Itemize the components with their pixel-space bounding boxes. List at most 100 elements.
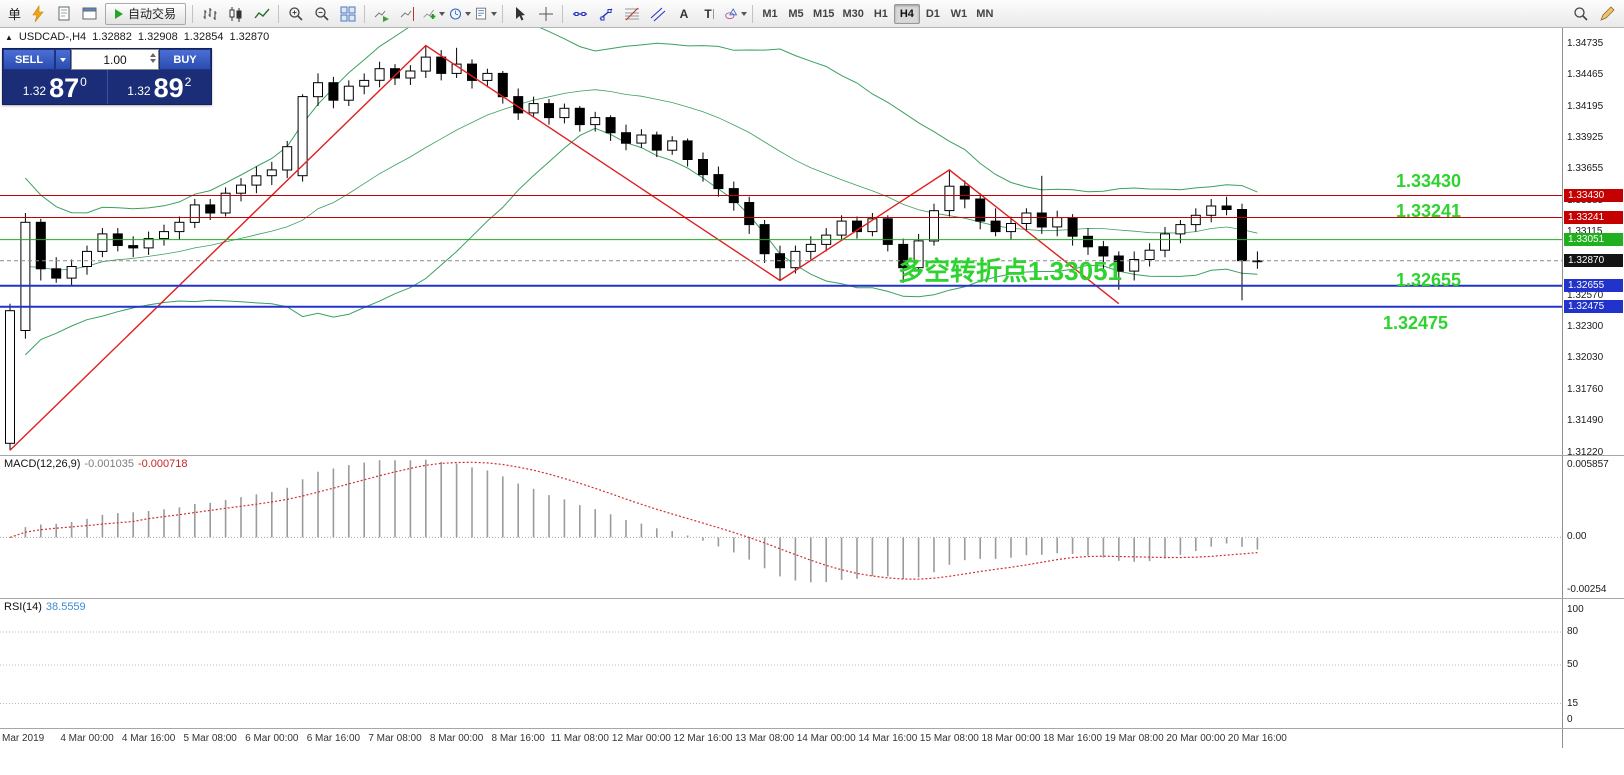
zoom-in-icon[interactable] xyxy=(283,3,308,25)
chart-shift-icon[interactable] xyxy=(395,3,420,25)
text-icon[interactable]: A xyxy=(671,3,696,25)
annotation-level-1.32655[interactable]: 1.32655 xyxy=(1396,270,1462,290)
timeframe-h1[interactable]: H1 xyxy=(868,4,894,24)
sell-price-small: 1.32 xyxy=(22,84,47,98)
timeframe-m5[interactable]: M5 xyxy=(783,4,809,24)
periods-icon[interactable] xyxy=(447,3,472,25)
chevron-down-icon xyxy=(439,11,446,16)
ohlc-high: 1.32908 xyxy=(137,31,178,43)
candle xyxy=(1252,251,1263,269)
volume-spinner[interactable] xyxy=(150,53,156,63)
timeframe-mn[interactable]: MN xyxy=(972,4,998,24)
spinner-up-icon[interactable] xyxy=(150,53,156,57)
channel-icon[interactable] xyxy=(645,3,670,25)
buy-price[interactable]: 1.32 89 2 xyxy=(108,70,212,104)
new-order-icon[interactable] xyxy=(51,3,76,25)
timeframe-m15[interactable]: M15 xyxy=(809,4,838,24)
templates-icon[interactable] xyxy=(473,3,498,25)
candlestick-chart-icon[interactable] xyxy=(223,3,248,25)
candle xyxy=(913,233,924,274)
candle xyxy=(1098,240,1109,269)
search-icon[interactable] xyxy=(1568,3,1593,25)
price-axis[interactable]: 1.347351.344651.341951.339251.336551.333… xyxy=(1562,28,1624,748)
annotation-level-1.33430[interactable]: 1.33430 xyxy=(1396,171,1462,191)
level-price-label: 1.33241 xyxy=(1564,211,1623,225)
price-chart-area[interactable] xyxy=(0,8,1562,455)
timeframe-h4[interactable]: H4 xyxy=(893,3,920,24)
price-tick: 1.33115 xyxy=(1567,226,1603,238)
timeframe-d1[interactable]: D1 xyxy=(920,4,946,24)
chart-info-bar: ▲ USDCAD-,H4 1.32882 1.32908 1.32854 1.3… xyxy=(5,31,269,43)
candle xyxy=(1144,243,1155,267)
panel-divider[interactable] xyxy=(0,598,1624,599)
candle xyxy=(35,218,46,281)
candle xyxy=(1083,228,1093,255)
time-label: 20 Mar 00:00 xyxy=(1166,733,1226,744)
panel-divider[interactable] xyxy=(0,455,1624,456)
line-chart-icon[interactable] xyxy=(249,3,274,25)
candle xyxy=(667,136,678,155)
zigzag-indicator-line[interactable] xyxy=(9,44,1120,451)
candle xyxy=(20,213,31,339)
macd-panel[interactable] xyxy=(0,455,1562,598)
candle xyxy=(343,80,354,106)
indicators-icon[interactable] xyxy=(421,3,446,25)
fibonacci-icon[interactable] xyxy=(619,3,644,25)
edit-icon[interactable] xyxy=(1594,3,1619,25)
rsi-axis-label: 0 xyxy=(1567,714,1573,725)
candle xyxy=(374,61,385,88)
autotrade-button[interactable]: 自动交易 xyxy=(105,2,187,25)
sell-button[interactable]: SELL xyxy=(3,49,55,70)
rsi-panel[interactable] xyxy=(0,598,1562,728)
candle xyxy=(929,203,939,246)
crosshair-icon[interactable] xyxy=(533,3,558,25)
label-icon[interactable]: T xyxy=(697,3,722,25)
trendline-icon[interactable] xyxy=(593,3,618,25)
spinner-down-icon[interactable] xyxy=(150,59,156,63)
tile-windows-icon[interactable] xyxy=(335,3,360,25)
timeframe-m30[interactable]: M30 xyxy=(838,4,867,24)
candle xyxy=(205,199,216,220)
trade-options-dropdown[interactable] xyxy=(55,49,71,70)
panel-divider[interactable] xyxy=(0,728,1624,729)
chevron-down-icon xyxy=(491,11,498,16)
time-label: 14 Mar 00:00 xyxy=(796,733,856,744)
annotation-level-1.32475[interactable]: 1.32475 xyxy=(1383,313,1449,333)
horizontal-line-icon[interactable] xyxy=(567,3,592,25)
level-price-label: 1.32655 xyxy=(1564,279,1623,293)
zoom-out-icon[interactable] xyxy=(309,3,334,25)
auto-scroll-icon[interactable] xyxy=(369,3,394,25)
timeframe-w1[interactable]: W1 xyxy=(946,4,972,24)
price-tick: 1.31490 xyxy=(1567,415,1604,427)
volume-input[interactable]: 1.00 xyxy=(71,49,159,70)
annotation-pivot-text[interactable]: 多空转折点1.33051 xyxy=(898,256,1122,286)
candle xyxy=(651,131,662,158)
candle xyxy=(713,166,724,197)
macd-axis-label: 0.005857 xyxy=(1567,459,1609,470)
candle xyxy=(1190,208,1201,232)
candle xyxy=(297,94,308,182)
bar-chart-icon[interactable] xyxy=(197,3,222,25)
candle xyxy=(744,196,755,234)
chevron-down-icon xyxy=(741,11,748,16)
order-menu[interactable]: 单 xyxy=(8,7,22,22)
quick-trade-lightning-icon[interactable] xyxy=(25,3,50,25)
shapes-icon[interactable] xyxy=(723,3,748,25)
candle xyxy=(97,228,108,258)
candle xyxy=(728,181,739,211)
time-label: 18 Mar 00:00 xyxy=(981,733,1041,744)
play-icon xyxy=(115,8,124,19)
new-chart-icon[interactable] xyxy=(77,3,102,25)
time-axis[interactable]: Mar 2019 4 Mar 00:00 4 Mar 16:00 5 Mar 08:0… xyxy=(0,729,1562,748)
sell-price[interactable]: 1.32 87 0 xyxy=(3,70,108,104)
price-tick: 1.34195 xyxy=(1567,100,1604,112)
candle xyxy=(759,220,770,263)
candle xyxy=(266,161,277,186)
rsi-axis-label: 100 xyxy=(1567,604,1584,615)
annotation-level-1.33241[interactable]: 1.33241 xyxy=(1396,201,1462,221)
level-price-label: 1.33430 xyxy=(1564,189,1623,203)
buy-button[interactable]: BUY xyxy=(159,49,211,70)
cursor-icon[interactable] xyxy=(507,3,532,25)
candle xyxy=(51,257,62,283)
timeframe-m1[interactable]: M1 xyxy=(757,4,783,24)
